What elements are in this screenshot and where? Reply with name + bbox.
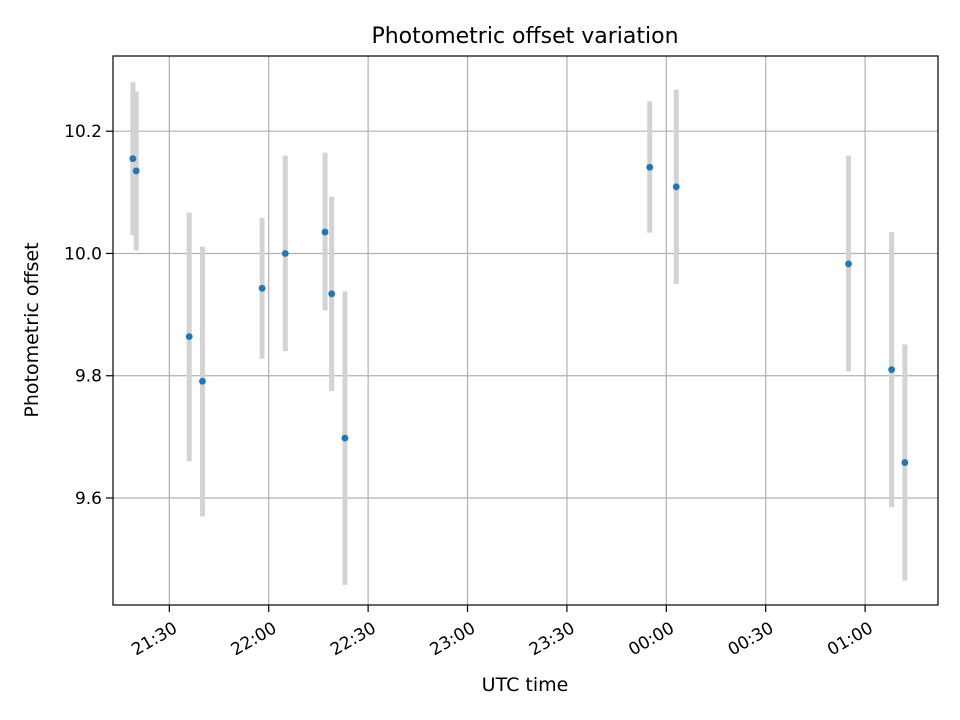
grid [113, 56, 938, 605]
data-point [185, 333, 193, 341]
data-point [199, 377, 206, 385]
y-tick-label: 9.6 [75, 489, 102, 509]
y-axis-label: Photometric offset [21, 242, 43, 417]
y-axis: 9.6 9.8 10.0 10.2 [64, 122, 113, 509]
data-point [129, 155, 137, 163]
data-point [845, 260, 852, 268]
y-tick-label: 9.8 [75, 367, 102, 387]
data-point [888, 366, 896, 374]
data-point [321, 228, 329, 236]
plot-frame [112, 55, 939, 606]
data-points [129, 155, 909, 466]
y-tick-label: 10.2 [64, 122, 102, 142]
data-point [281, 250, 289, 257]
data-point [672, 183, 680, 191]
data-point [646, 163, 654, 171]
data-point [901, 459, 909, 466]
x-axis-label: UTC time [482, 674, 569, 696]
data-point [132, 167, 140, 175]
chart-title: Photometric offset variation [371, 24, 678, 49]
data-point [328, 290, 336, 298]
data-point [258, 284, 266, 292]
y-tick-label: 10.0 [64, 244, 102, 264]
data-point [341, 434, 349, 442]
